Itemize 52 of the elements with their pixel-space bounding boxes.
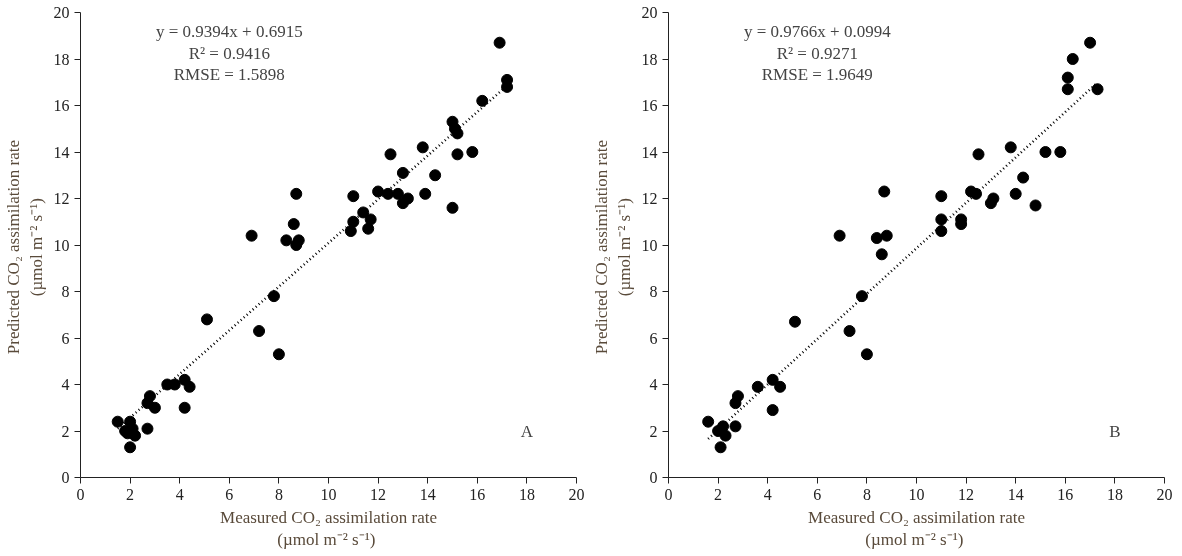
x-tick-label: 16 xyxy=(1057,485,1074,503)
y-tick-label: 16 xyxy=(641,97,658,114)
y-tick-label: 12 xyxy=(53,190,70,207)
x-tick-label: 4 xyxy=(763,485,772,503)
y-tick-label: 0 xyxy=(61,469,70,486)
x-tick-label: 20 xyxy=(568,485,585,503)
x-tick-label: 0 xyxy=(664,485,673,503)
y-tick-label: 2 xyxy=(61,422,70,440)
y-tick-label: 20 xyxy=(641,4,658,21)
x-tick-label: 16 xyxy=(469,485,486,503)
x-tick-label: 18 xyxy=(1106,485,1123,503)
y-tick-label: 18 xyxy=(53,50,70,68)
y-tick-label: 6 xyxy=(649,329,658,347)
y-tick-label: 10 xyxy=(53,236,70,254)
x-tick-label: 6 xyxy=(225,485,234,503)
x-tick-label: 0 xyxy=(76,485,85,503)
x-tick-label: 8 xyxy=(862,485,871,503)
y-tick-label: 8 xyxy=(649,283,658,300)
y-tick-label: 14 xyxy=(641,143,658,161)
y-tick-label: 12 xyxy=(641,190,658,207)
y-tick-label: 4 xyxy=(61,376,70,393)
y-tick-label: 0 xyxy=(649,469,658,486)
x-axis-title: Measured CO₂ assimilation rate (µmol m⁻² s⁻¹) xyxy=(808,507,1025,550)
y-tick-label: 8 xyxy=(61,283,70,300)
y-tick-label: 16 xyxy=(53,97,70,114)
annotation: y = 0.9394x + 0.6915 R² = 0.9416 RMSE = 1.5898 xyxy=(155,21,303,85)
x-tick-label: 14 xyxy=(1007,485,1024,503)
y-tick-label: 2 xyxy=(649,422,658,440)
annotation: y = 0.9766x + 0.0994 R² = 0.9271 RMSE = 1.9649 xyxy=(743,21,892,85)
x-tick-label: 14 xyxy=(419,485,436,503)
x-tick-label: 12 xyxy=(370,485,387,503)
y-tick-label: 10 xyxy=(641,236,658,254)
annotation: B xyxy=(1109,421,1121,441)
y-tick-label: 4 xyxy=(649,376,658,393)
y-tick-label: 6 xyxy=(61,329,70,347)
y-axis-title: Predicted CO₂ assimilation rate (µmol m⁻² s⁻¹) xyxy=(591,140,634,355)
x-axis-title: Measured CO₂ assimilation rate (µmol m⁻² s⁻¹) xyxy=(220,507,437,550)
y-axis-title: Predicted CO₂ assimilation rate (µmol m⁻² s⁻¹) xyxy=(3,140,46,355)
x-tick-label: 18 xyxy=(518,485,535,503)
x-tick-label: 2 xyxy=(126,485,135,503)
x-tick-label: 4 xyxy=(175,485,184,503)
x-tick-label: 8 xyxy=(274,485,283,503)
annotation: A xyxy=(520,421,534,441)
x-tick-label: 2 xyxy=(714,485,723,503)
x-tick-label: 20 xyxy=(1156,485,1173,503)
x-tick-label: 10 xyxy=(320,485,337,503)
y-tick-label: 20 xyxy=(53,4,70,21)
y-tick-label: 18 xyxy=(641,50,658,68)
x-tick-label: 6 xyxy=(813,485,822,503)
x-tick-label: 10 xyxy=(908,485,925,503)
x-tick-label: 12 xyxy=(958,485,975,503)
y-tick-label: 14 xyxy=(53,143,70,161)
